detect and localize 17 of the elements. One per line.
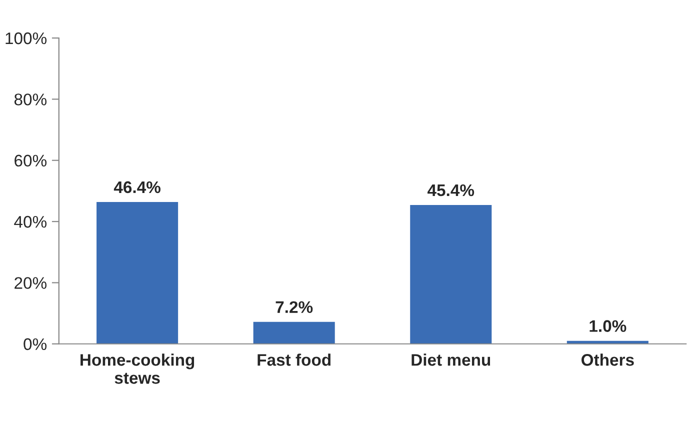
bar (96, 202, 178, 344)
x-tick-label: Others (582, 354, 634, 366)
x-tick-label: Fast food (258, 354, 330, 366)
y-tick-label: 80% (14, 94, 47, 106)
bar (410, 205, 492, 344)
y-tick-label: 40% (14, 216, 47, 228)
data-label: 7.2% (276, 301, 313, 313)
y-tick-label: 20% (14, 277, 47, 289)
x-tick-label: Diet menu (412, 354, 490, 366)
y-tick-label: 0% (24, 338, 47, 350)
data-label: 1.0% (590, 320, 626, 332)
x-tick-label: Home-cooking stews (80, 354, 194, 384)
data-label: 45.4% (428, 184, 474, 196)
y-tick-label: 60% (14, 154, 47, 167)
y-tick-label: 100% (6, 32, 47, 44)
bar (253, 322, 335, 344)
data-label: 46.4% (114, 181, 160, 194)
